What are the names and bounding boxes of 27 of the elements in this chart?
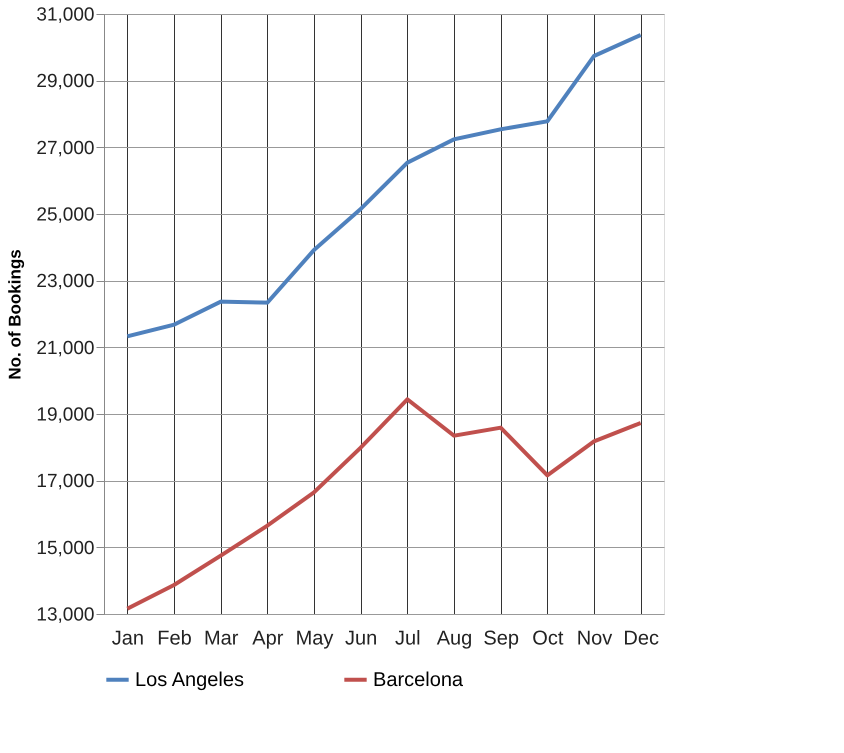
x-tick-label: Sep [483, 628, 519, 650]
line-series [125, 33, 643, 338]
y-tick-label: 27,000 [36, 138, 94, 159]
x-tick-label: Jan [112, 628, 144, 650]
x-tick-label: Apr [252, 628, 284, 650]
y-tick-label: 19,000 [36, 404, 94, 426]
y-axis-title: No. of Bookings [5, 249, 24, 380]
y-tick-label: 23,000 [36, 271, 94, 292]
y-tick-label: 25,000 [36, 204, 94, 226]
y-tick-label: 13,000 [36, 604, 94, 626]
x-tick-label: Oct [532, 628, 564, 650]
x-tick-label: Dec [623, 628, 659, 650]
y-tick-label: 21,000 [36, 338, 94, 359]
y-tick-label: 29,000 [36, 71, 94, 92]
x-tick-label: Nov [576, 628, 612, 650]
y-tick-label: 31,000 [36, 4, 94, 26]
y-tick-label: 15,000 [36, 538, 94, 559]
x-tick-label: Feb [157, 628, 192, 650]
x-tick-label: Jun [345, 628, 378, 650]
x-tick-label: May [296, 628, 334, 650]
x-tick-label: Mar [204, 628, 239, 650]
y-tick-label: 17,000 [36, 471, 94, 492]
x-tick-label: Aug [436, 628, 472, 650]
x-tick-label: Jul [395, 628, 421, 650]
legend-label: Los Angeles [135, 668, 244, 691]
line-series [125, 397, 643, 611]
legend-label: Barcelona [373, 668, 464, 691]
